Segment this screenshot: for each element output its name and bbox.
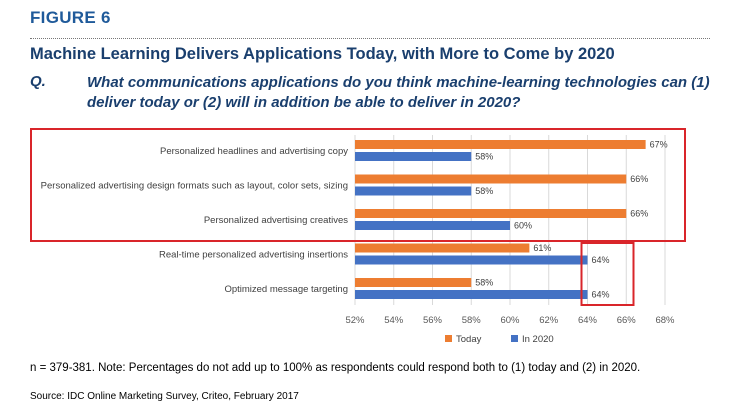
x-tick-label: 60% bbox=[500, 315, 520, 326]
question-label: Q. bbox=[30, 73, 46, 90]
bar-in-2020 bbox=[355, 221, 510, 230]
legend-swatch-in-2020 bbox=[511, 335, 518, 342]
bar-in-2020 bbox=[355, 290, 588, 299]
x-tick-label: 52% bbox=[345, 315, 365, 326]
category-label: Real-time personalized advertising inser… bbox=[159, 250, 348, 261]
bar-in-2020 bbox=[355, 152, 472, 161]
legend-label: In 2020 bbox=[522, 334, 554, 345]
data-label: 58% bbox=[475, 278, 493, 288]
bar-in-2020 bbox=[355, 255, 588, 265]
bar-today bbox=[355, 243, 530, 253]
x-tick-label: 54% bbox=[384, 315, 404, 326]
x-tick-label: 66% bbox=[617, 315, 637, 326]
data-label: 58% bbox=[475, 186, 493, 196]
figure-label: FIGURE 6 bbox=[30, 8, 111, 27]
source-note: Source: IDC Online Marketing Survey, Cri… bbox=[30, 391, 299, 402]
bar-today bbox=[355, 278, 472, 287]
bar-today bbox=[355, 174, 627, 184]
category-label: Personalized advertising design formats … bbox=[41, 181, 348, 192]
question-text: What communications applications do you … bbox=[87, 74, 710, 111]
legend-swatch-today bbox=[445, 335, 452, 342]
data-label: 66% bbox=[630, 209, 648, 219]
bar-in-2020 bbox=[355, 186, 472, 196]
category-label: Optimized message targeting bbox=[224, 284, 348, 295]
bar-today bbox=[355, 209, 627, 218]
bar-today bbox=[355, 140, 646, 149]
x-tick-label: 62% bbox=[539, 315, 559, 326]
data-label: 58% bbox=[475, 152, 493, 162]
highlight-box-2020-gains bbox=[580, 242, 635, 306]
x-tick-label: 58% bbox=[462, 315, 482, 326]
footnote: n = 379-381. Note: Percentages do not ad… bbox=[30, 362, 641, 374]
divider-line bbox=[30, 38, 710, 39]
data-label: 67% bbox=[650, 140, 668, 150]
data-label: 64% bbox=[592, 255, 610, 265]
x-tick-label: 56% bbox=[423, 315, 443, 326]
chart-title: Machine Learning Delivers Applications T… bbox=[30, 45, 615, 63]
data-label: 61% bbox=[533, 243, 551, 253]
category-label: Personalized headlines and advertising c… bbox=[160, 146, 348, 157]
data-label: 60% bbox=[514, 221, 532, 231]
data-label: 64% bbox=[592, 290, 610, 300]
data-label: 66% bbox=[630, 174, 648, 184]
x-tick-label: 64% bbox=[578, 315, 598, 326]
x-tick-label: 68% bbox=[655, 315, 675, 326]
category-label: Personalized advertising creatives bbox=[204, 215, 348, 226]
highlight-box-top-three bbox=[30, 128, 686, 242]
legend-label: Today bbox=[456, 334, 482, 345]
